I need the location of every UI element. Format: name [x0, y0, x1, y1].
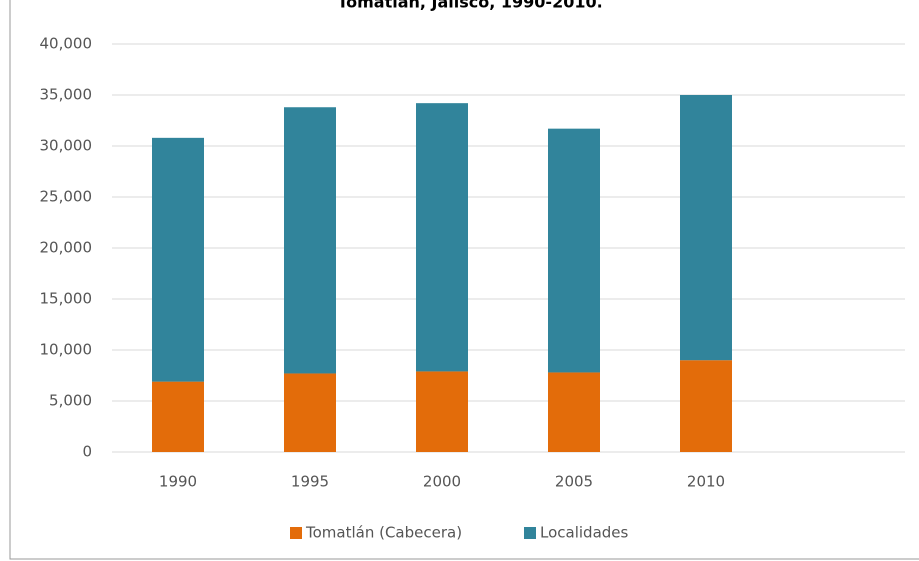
bar-segment — [680, 360, 732, 452]
y-tick-label: 10,000 — [40, 341, 93, 359]
x-tick-label: 2000 — [423, 473, 461, 491]
bar-segment — [284, 373, 336, 452]
y-tick-label: 5,000 — [49, 392, 92, 410]
y-tick-label: 30,000 — [40, 137, 93, 155]
bar-segment — [680, 95, 732, 361]
x-tick-label: 2010 — [687, 473, 725, 491]
x-tick-label: 1990 — [159, 473, 197, 491]
x-tick-label: 1995 — [291, 473, 329, 491]
chart-title: Tomatlán, Jalisco, 1990-2010. — [337, 0, 602, 12]
y-tick-label: 0 — [82, 443, 92, 461]
bar-segment — [416, 103, 468, 372]
y-tick-label: 15,000 — [40, 290, 93, 308]
bar-segment — [548, 128, 600, 373]
bar-segment — [152, 137, 204, 382]
legend-label: Tomatlán (Cabecera) — [305, 524, 462, 542]
legend-swatch — [524, 527, 536, 539]
y-tick-label: 20,000 — [40, 239, 93, 257]
bar-segment — [548, 372, 600, 452]
y-tick-label: 40,000 — [40, 35, 93, 53]
bar-segment — [152, 381, 204, 452]
x-tick-label: 2005 — [555, 473, 593, 491]
bar-segment — [284, 107, 336, 374]
bar-segment — [416, 371, 468, 452]
y-tick-label: 25,000 — [40, 188, 93, 206]
legend-swatch — [290, 527, 302, 539]
y-tick-label: 35,000 — [40, 86, 93, 104]
legend-label: Localidades — [540, 524, 629, 542]
